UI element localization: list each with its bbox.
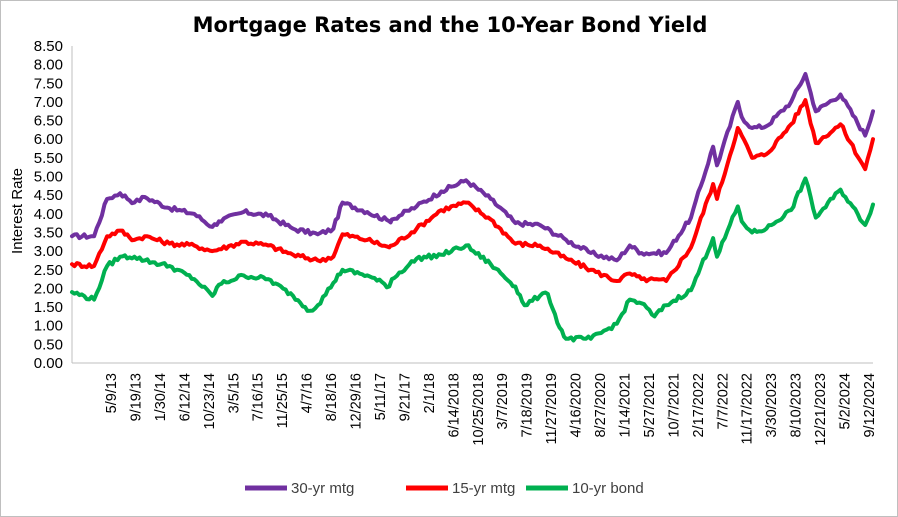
y-tick-label: 4.50 [34,187,63,204]
y-tick-label: 1.50 [34,299,63,316]
x-tick-label: 9/19/13 [128,373,144,421]
y-tick-label: 2.00 [34,280,63,297]
series-line-30-yr-mtg [70,72,875,263]
x-tick-label: 3/30/2023 [764,373,780,438]
x-tick-label: 11/27/2019 [544,373,560,445]
y-tick-label: 2.50 [34,262,63,279]
x-tick-label: 8/10/2023 [789,373,805,438]
x-tick-label: 2/17/2022 [691,373,707,438]
x-tick-label: 11/25/15 [275,373,291,428]
x-tick-label: 9/21/17 [397,373,413,421]
chart-title: Mortgage Rates and the 10-Year Bond Yiel… [192,13,708,37]
x-tick-label: 12/29/16 [349,373,365,429]
y-tick-label: 7.00 [34,94,63,111]
y-axis: 0.00 0.501.00 1.50 2.002.50 3.00 3.504.00 4.50… [34,38,73,372]
y-tick-label: 6.00 [34,131,63,148]
x-tick-label: 2/1/18 [422,373,438,413]
series-layer [70,72,875,343]
x-tick-label: 5/27/2021 [642,373,658,438]
legend-label: 15-yr mtg [452,480,515,497]
y-axis-title: Interest Rate [9,168,26,254]
x-tick-label: 10/23/14 [202,373,218,429]
x-tick-label: 12/21/2023 [813,373,829,446]
y-tick-label: 7.50 [34,75,63,92]
x-tick-label: 9/12/2024 [862,373,878,438]
y-tick-label: 5.00 [34,169,63,186]
series-line-15-yr-mtg [70,98,875,284]
y-tick-label: 8.00 [34,57,63,74]
x-tick-label: 3/7/2019 [495,373,511,429]
series-line-10-yr-bond [70,176,875,343]
x-tick-label: 1/30/14 [153,373,169,421]
y-tick-label: 4.00 [34,206,63,223]
y-tick-label: 0.50 [34,336,63,353]
y-tick-label: 8.50 [34,38,63,55]
x-tick-label: 4/16/2020 [569,373,585,438]
x-tick-label: 5/2/2024 [838,373,854,429]
x-tick-label: 1/14/2021 [617,373,633,438]
legend: 30-yr mtg 15-yr mtg 10-yr bond [245,480,644,497]
x-tick-label: 7/18/2019 [520,373,536,438]
x-tick-label: 11/17/2022 [740,373,756,445]
x-tick-label: 4/7/16 [300,373,316,413]
x-tick-label: 5/9/13 [104,373,120,413]
x-tick-label: 6/14/2018 [446,373,462,438]
x-tick-label: 8/18/16 [324,373,340,421]
y-tick-label: 6.50 [34,113,63,130]
x-tick-label: 5/11/17 [373,373,389,420]
y-tick-label: 1.00 [34,318,63,335]
y-tick-label: 0.00 [34,355,63,372]
y-tick-label: 3.00 [34,243,63,260]
x-tick-label: 7/7/2022 [715,373,731,429]
x-tick-label: 10/7/2021 [666,373,682,438]
x-axis: 5/9/13 9/19/13 1/30/14 6/12/14 10/23/14 3/5/1… [72,362,878,446]
y-tick-label: 3.50 [34,224,63,241]
x-tick-label: 7/16/15 [251,373,267,421]
legend-label: 30-yr mtg [291,480,354,497]
x-tick-label: 8/27/2020 [593,373,609,438]
x-tick-label: 3/5/15 [226,373,242,413]
x-tick-label: 10/25/2018 [471,373,487,446]
legend-label: 10-yr bond [572,480,644,497]
y-tick-label: 5.50 [34,150,63,167]
x-tick-label: 6/12/14 [177,373,193,421]
